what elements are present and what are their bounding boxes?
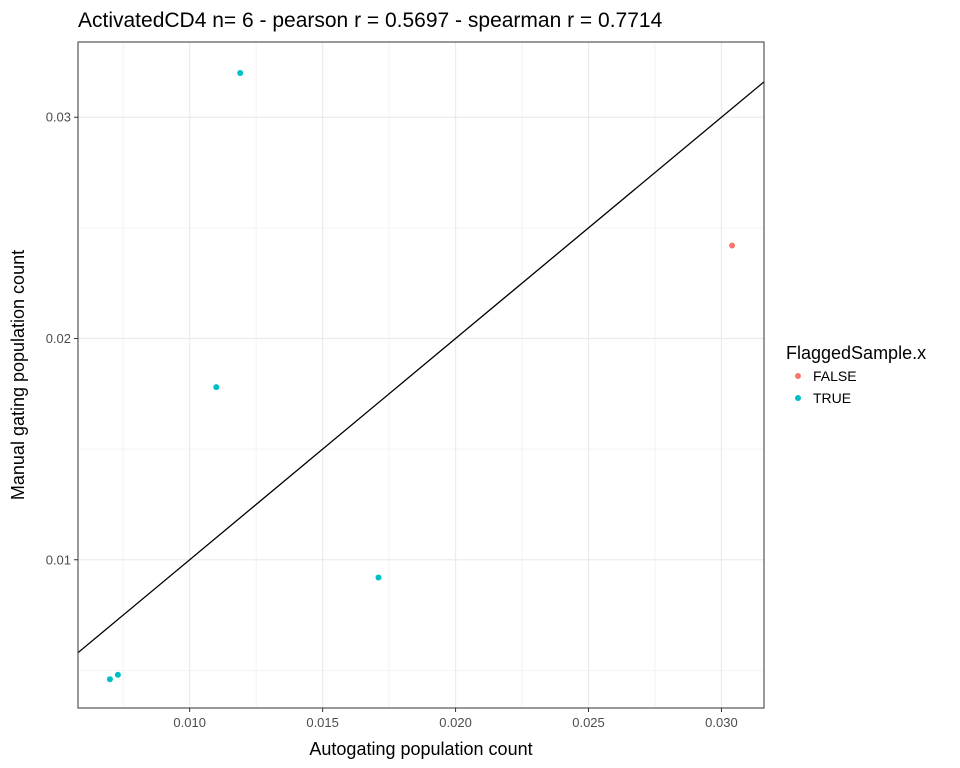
y-tick-label-0: 0.01: [46, 552, 71, 567]
y-tick-label-1: 0.02: [46, 331, 71, 346]
y-axis-title: Manual gating population count: [8, 250, 28, 500]
x-tick-label-0: 0.010: [173, 715, 206, 730]
grid-minor: [78, 42, 764, 708]
x-axis-title: Autogating population count: [309, 739, 532, 759]
legend-label-false: FALSE: [813, 368, 857, 384]
legend: FlaggedSample.x FALSE TRUE: [786, 343, 926, 406]
data-point-false-0: [729, 242, 736, 249]
grid-major: [78, 42, 764, 708]
plot-area: [77, 41, 765, 709]
y-axis: 0.01 0.02 0.03: [46, 110, 78, 567]
legend-key-true: [795, 395, 801, 401]
legend-label-true: TRUE: [813, 390, 851, 406]
legend-entries: FALSE TRUE: [795, 368, 857, 406]
identity-reference-line: [78, 81, 764, 654]
y-tick-label-2: 0.03: [46, 110, 71, 125]
data-point-true-4: [106, 676, 113, 683]
data-point-true-0: [237, 69, 244, 76]
chart-title: ActivatedCD4 n= 6 - pearson r = 0.5697 -…: [78, 9, 663, 32]
x-axis: 0.010 0.015 0.020 0.025 0.030: [173, 708, 738, 730]
data-point-true-1: [213, 384, 220, 391]
x-tick-label-2: 0.020: [439, 715, 472, 730]
legend-title: FlaggedSample.x: [786, 343, 926, 363]
data-point-true-3: [114, 671, 121, 678]
data-point-true-2: [375, 574, 382, 581]
plot-panel-background: [78, 42, 764, 708]
x-tick-label-3: 0.025: [572, 715, 605, 730]
x-tick-label-4: 0.030: [705, 715, 738, 730]
data-points: [106, 69, 736, 683]
x-tick-label-1: 0.015: [306, 715, 339, 730]
plot-panel-border: [77, 41, 765, 709]
legend-key-false: [795, 373, 801, 379]
